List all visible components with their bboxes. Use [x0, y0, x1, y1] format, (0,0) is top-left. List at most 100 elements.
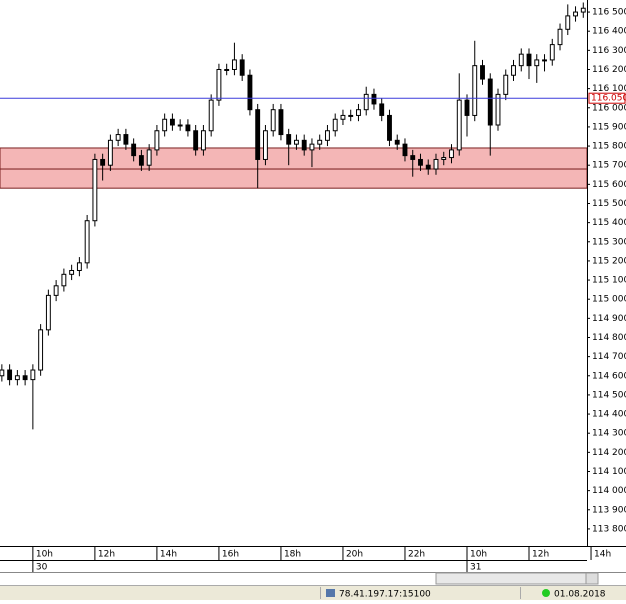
candle-body — [30, 369, 36, 381]
y-tick-label: 115 700 — [592, 161, 626, 171]
candle-body — [317, 139, 323, 145]
day-tick-label: 31 — [470, 563, 481, 573]
candle-body — [534, 59, 540, 67]
x-tick-label: 16h — [222, 550, 239, 560]
y-tick-label: 114 300 — [592, 429, 626, 439]
candle-body — [224, 68, 230, 71]
zone — [0, 168, 588, 189]
candle-body — [262, 130, 268, 160]
candle-body — [487, 78, 493, 126]
candle-body — [332, 118, 338, 132]
candle-body — [387, 114, 392, 141]
candle-body — [433, 158, 439, 170]
y-tick-label: 114 200 — [592, 448, 626, 458]
x-tick-label: 22h — [408, 550, 425, 560]
candle-body — [495, 93, 501, 126]
candle-body — [394, 139, 400, 145]
y-tick-label: 116 200 — [592, 65, 626, 75]
candle-body — [286, 134, 292, 145]
candle-body — [177, 124, 183, 127]
candle-body — [193, 130, 199, 151]
candle-body — [425, 164, 431, 170]
y-tick-label: 115 800 — [592, 142, 626, 152]
candle-body — [14, 375, 20, 381]
x-tick-label: 12h — [532, 550, 549, 560]
x-tick-label: 10h — [36, 550, 53, 560]
y-tick-label: 115 000 — [592, 295, 626, 305]
candle-body — [100, 158, 106, 166]
candle-body — [410, 155, 416, 160]
candle-body — [84, 220, 90, 264]
candle-body — [348, 114, 354, 117]
status-date: 01.08.2018 — [554, 590, 606, 600]
y-tick-label: 114 000 — [592, 486, 626, 496]
candle-body — [580, 7, 586, 13]
candle-body — [472, 65, 478, 116]
zone — [0, 147, 588, 170]
candle-body — [69, 269, 75, 275]
candle-body — [169, 118, 175, 126]
status-address: 78.41.197.17:15100 — [339, 590, 431, 600]
candle-body — [542, 59, 547, 62]
candle-body — [45, 294, 51, 331]
y-tick-label: 114 600 — [592, 371, 626, 381]
y-tick-label: 115 600 — [592, 180, 626, 190]
x-tick-label: 12h — [98, 550, 115, 560]
candle-body — [418, 158, 423, 166]
candle-body — [557, 28, 563, 46]
day-tick-label: 30 — [36, 563, 48, 573]
candle-body — [76, 262, 82, 271]
y-tick-label: 115 500 — [592, 199, 626, 209]
y-tick-label: 113 900 — [592, 505, 626, 515]
candle-body — [325, 130, 330, 141]
candle-body — [294, 139, 299, 145]
candle-body — [356, 109, 361, 116]
candle-body — [131, 143, 137, 157]
scrollbar-button[interactable] — [585, 572, 599, 585]
candle-body — [231, 59, 237, 70]
candle-body — [511, 65, 516, 76]
candle-body — [363, 93, 369, 111]
candle-body — [340, 114, 346, 120]
x-tick-label: 18h — [284, 550, 301, 560]
y-tick-label: 116 500 — [592, 8, 626, 18]
candle-body — [526, 53, 532, 67]
candle-body — [239, 59, 245, 76]
candle-body — [464, 99, 470, 116]
y-tick-label: 114 100 — [592, 467, 626, 477]
y-tick-label: 114 900 — [592, 314, 626, 324]
candle-body — [162, 118, 168, 132]
y-tick-label: 115 400 — [592, 218, 626, 228]
x-tick-label: 20h — [346, 550, 363, 560]
status-bar — [0, 586, 626, 600]
marks — [0, 2, 588, 430]
y-tick-label: 114 800 — [592, 333, 626, 343]
y-tick-label: 115 200 — [592, 256, 626, 266]
candle-body — [154, 130, 160, 151]
candle-body — [278, 109, 284, 136]
y-tick-label: 114 500 — [592, 390, 626, 400]
candle-body — [255, 109, 261, 160]
candle-body — [518, 53, 524, 67]
candle-body — [185, 124, 191, 132]
y-tick-label: 115 300 — [592, 237, 626, 247]
candle-body — [7, 369, 13, 381]
x-tick-label: 10h — [470, 550, 487, 560]
candle-body — [38, 329, 44, 371]
candle-body — [573, 11, 578, 17]
y-tick-label: 116 000 — [592, 103, 626, 113]
y-tick-label: 114 400 — [592, 410, 626, 420]
y-tick-label: 115 100 — [592, 276, 626, 286]
scrollbar-track[interactable] — [435, 572, 587, 585]
status-indicator — [542, 589, 550, 597]
candle-body — [107, 139, 113, 166]
y-tick-label: 116 300 — [592, 46, 626, 56]
candle-body — [61, 273, 67, 287]
candle-body — [449, 149, 454, 159]
y-tick-label: 116 100 — [592, 84, 626, 94]
candle-body — [92, 158, 98, 222]
y-tick-label: 116 400 — [592, 27, 626, 37]
y-tick-label: 115 900 — [592, 122, 626, 132]
